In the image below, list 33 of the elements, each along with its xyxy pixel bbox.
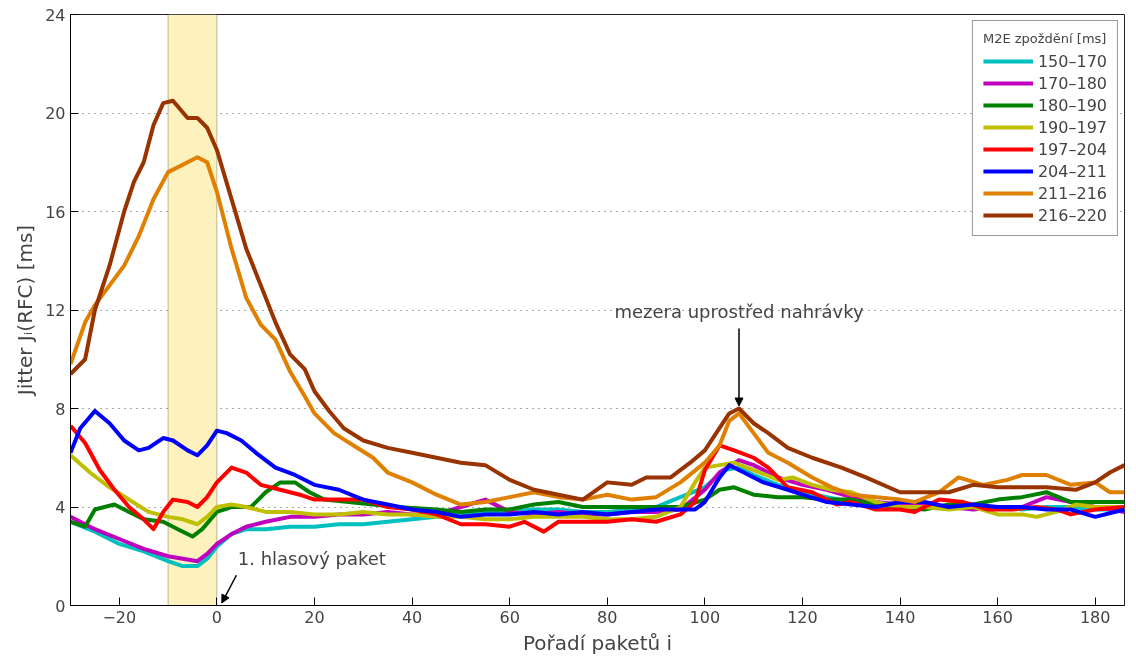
legend-label: 216–220	[1037, 205, 1107, 225]
y-tick-label: 4	[55, 498, 66, 517]
line-series	[70, 155, 1125, 507]
x-tick-label: 20	[304, 607, 325, 627]
x-tick-label: 160	[982, 607, 1013, 627]
legend-title: M2E zpoždění [ms]	[982, 31, 1107, 46]
legend-label: 150–170	[1037, 51, 1107, 71]
y-tick-label: 24	[45, 5, 66, 25]
legend-label: 211–216	[1037, 183, 1107, 203]
x-tick-label: 180	[1079, 607, 1111, 627]
y-tick-label: 20	[45, 104, 66, 123]
legend-label: 197–204	[1037, 139, 1107, 159]
line-series	[70, 408, 1125, 519]
x-tick-label: 40	[401, 607, 423, 627]
legend-label: 204–211	[1037, 161, 1107, 181]
line-series	[70, 98, 1125, 502]
x-tick-label: 80	[597, 607, 618, 627]
annotation: 1. hlasový paket	[237, 548, 386, 570]
y-tick-label: 8	[55, 399, 66, 419]
legend-label: 170–180	[1037, 73, 1107, 93]
x-tick-label: 140	[884, 607, 916, 627]
x-tick-label: 0	[211, 607, 222, 627]
x-axis-title: Pořadí paketů i	[522, 630, 673, 655]
y-axis-title: Jitter Jᵢ(RFC) [ms]	[13, 224, 38, 398]
x-tick-label: 100	[689, 607, 721, 627]
x-tick-label: −20	[102, 607, 137, 627]
legend-label: 180–190	[1037, 95, 1107, 115]
x-tick-label: 60	[499, 607, 520, 627]
y-tick-label: 12	[45, 301, 66, 320]
legend-label: 190–197	[1037, 117, 1107, 137]
annotation: mezera uprostřed nahrávky	[614, 301, 864, 323]
x-tick-label: 120	[787, 607, 818, 627]
y-tick-label: 16	[45, 202, 66, 222]
